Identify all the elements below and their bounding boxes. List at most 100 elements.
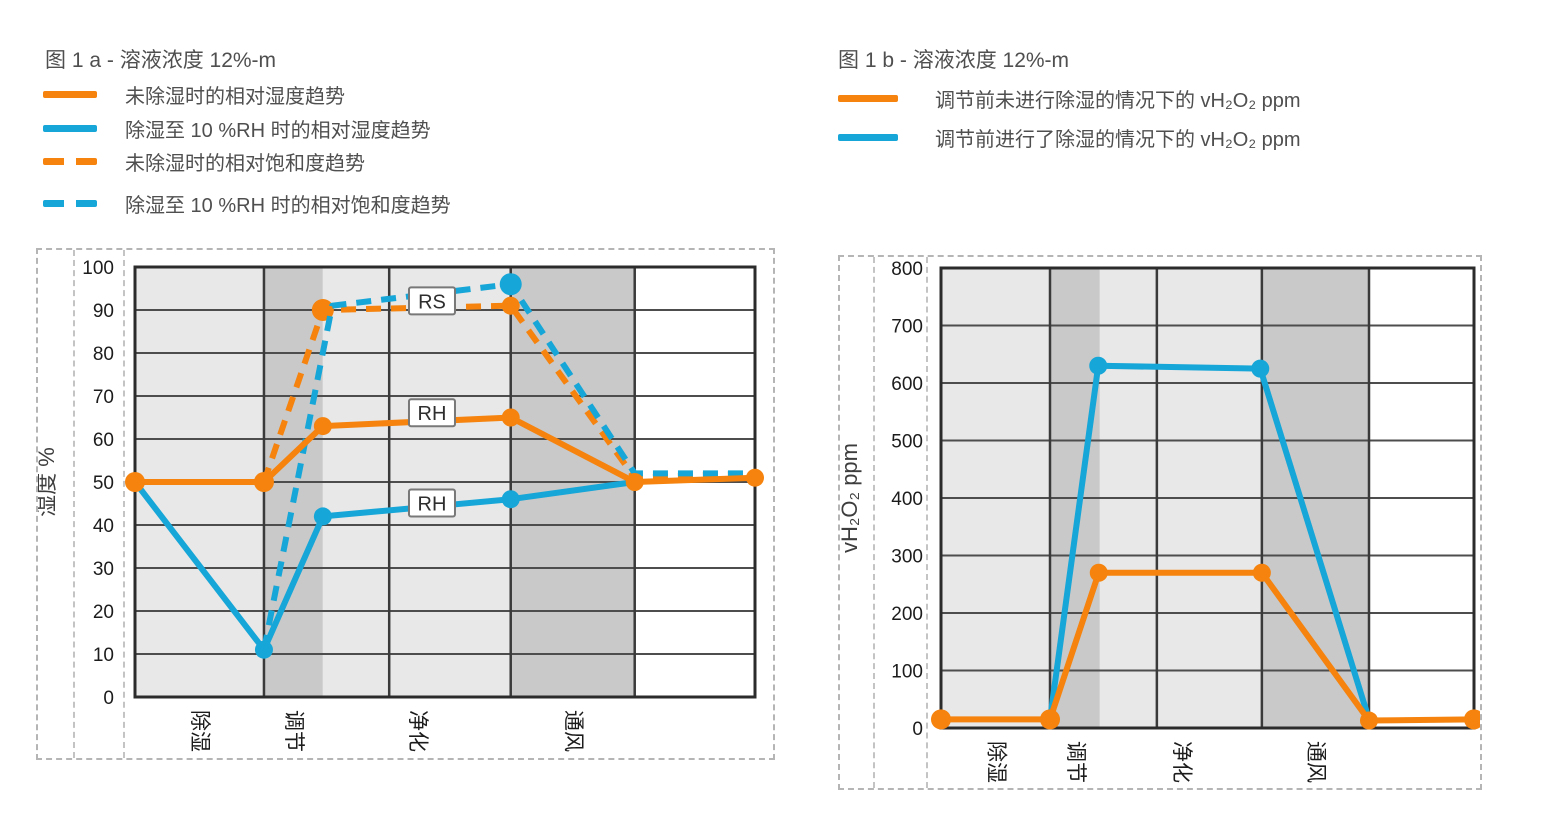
- x-phase-label: 净化: [1170, 741, 1193, 783]
- panel-a-column-separator-2: [123, 250, 125, 758]
- legend-key-solid-orange: [43, 90, 97, 98]
- data-point-marker: [311, 299, 334, 321]
- y-tick-label: 10: [93, 645, 114, 666]
- data-point-marker: [931, 709, 951, 730]
- chart-panel-b: 0 100 200 300 400 500 600 700 800 vH₂O₂ ppm 除湿 调节 净化…: [838, 255, 1482, 790]
- y-tick-label: 70: [93, 387, 114, 408]
- x-phase-labels: 除湿 调节 净化 通风: [984, 741, 1327, 783]
- y-tick-label: 100: [82, 258, 114, 279]
- data-point-marker: [253, 472, 274, 492]
- legend-key-solid-blue: [43, 124, 97, 132]
- panel-b-column-separator-1: [873, 257, 875, 788]
- series-blue-solid: [132, 479, 636, 659]
- x-phase-label: 调节: [282, 710, 305, 752]
- legend-key-solid-orange: [838, 94, 898, 102]
- legend-row-b1: 调节前未进行除湿的情况下的 vH₂O₂ ppm: [838, 83, 1301, 113]
- y-tick-label: 700: [891, 317, 923, 338]
- legend-key-dashed-orange: [43, 157, 97, 165]
- annotation-box: [407, 488, 456, 518]
- x-phase-label: 通风: [562, 710, 585, 752]
- panel-a-column-separator-1: [73, 250, 75, 758]
- data-point-marker: [1089, 563, 1108, 582]
- y-tick-label: 500: [891, 432, 923, 453]
- series-blue-solid: [1047, 356, 1372, 721]
- annotation-text: RH: [418, 494, 447, 516]
- annotation-rh: RH: [407, 488, 456, 518]
- legend-label: 未除湿时的相对湿度趋势: [125, 85, 345, 108]
- annotation-box: [407, 398, 456, 428]
- legend-label: 除湿至 10 %RH 时的相对湿度趋势: [125, 119, 431, 142]
- x-phase-label: 净化: [406, 710, 429, 752]
- y-tick-label: 20: [93, 602, 114, 623]
- data-point-marker: [1251, 359, 1270, 378]
- annotation-rs: RS: [407, 286, 456, 316]
- y-tick-label: 400: [891, 489, 923, 510]
- legend-key-solid-blue: [838, 133, 898, 141]
- humidity-chart: 0 10 20 30 40 50 60 70 80 90 100 湿度 % 除湿 调节 净化 通风 RS RH RH: [38, 258, 764, 752]
- annotation-text: RS: [418, 291, 446, 313]
- y-tick-label: 800: [891, 259, 923, 280]
- annotation-rh: RH: [407, 398, 456, 428]
- y-tick-label: 0: [103, 688, 114, 709]
- legend-key-dashed-blue: [43, 199, 97, 207]
- data-point-marker: [1089, 356, 1108, 375]
- x-phase-label: 除湿: [188, 710, 211, 752]
- data-point-marker: [1464, 709, 1480, 730]
- y-tick-label: 40: [93, 516, 114, 537]
- data-point-marker: [313, 507, 332, 526]
- vhp-chart: 0 100 200 300 400 500 600 700 800 vH₂O₂ ppm 除湿 调节 净化…: [840, 259, 1480, 783]
- y-tick-label: 90: [93, 301, 114, 322]
- data-point-marker: [499, 273, 522, 296]
- y-axis-label: vH₂O₂ ppm: [840, 443, 862, 553]
- series-blue-dashed: [261, 273, 755, 651]
- chart-b-title: 图 1 b - 溶液浓度 12%-m: [838, 49, 1070, 72]
- y-tick-label: 60: [93, 430, 114, 451]
- data-point-marker: [501, 408, 520, 427]
- x-phase-label: 通风: [1304, 741, 1327, 783]
- annotation-box: [407, 286, 456, 316]
- legend-row-a4: 除湿至 10 %RH 时的相对饱和度趋势: [43, 189, 451, 217]
- data-point-marker: [746, 468, 764, 487]
- y-tick-label: 80: [93, 344, 114, 365]
- y-tick-label: 50: [93, 473, 114, 494]
- chart-a-title: 图 1 a - 溶液浓度 12%-m: [45, 49, 277, 72]
- legend-label: 调节前进行了除湿的情况下的 vH₂O₂ ppm: [935, 128, 1301, 151]
- data-point-marker: [1039, 709, 1060, 730]
- y-tick-labels: 0 10 20 30 40 50 60 70 80 90 100: [82, 258, 114, 709]
- legend-label: 未除湿时的相对饱和度趋势: [125, 152, 365, 175]
- data-point-marker: [1252, 563, 1271, 582]
- legend-row-a2: 除湿至 10 %RH 时的相对湿度趋势: [43, 114, 431, 142]
- legend-row-b2: 调节前进行了除湿的情况下的 vH₂O₂ ppm: [838, 122, 1301, 152]
- x-phase-label: 调节: [1064, 741, 1087, 783]
- y-tick-label: 0: [912, 719, 923, 740]
- data-point-marker: [501, 296, 520, 315]
- x-phase-label: 除湿: [984, 741, 1007, 783]
- y-tick-label: 200: [891, 604, 923, 625]
- x-phase-labels: 除湿 调节 净化 通风: [188, 710, 585, 752]
- panel-b-column-separator-2: [926, 257, 928, 788]
- data-point-marker: [1359, 711, 1378, 730]
- data-point-marker: [125, 472, 145, 492]
- data-point-marker: [501, 490, 520, 509]
- data-point-marker: [313, 417, 332, 436]
- y-axis-label: 湿度 %: [38, 447, 59, 517]
- chart-panel-a: 0 10 20 30 40 50 60 70 80 90 100 湿度 % 除湿 调节 净化 通风 RS RH RH: [36, 248, 775, 760]
- legend-label: 调节前未进行除湿的情况下的 vH₂O₂ ppm: [935, 89, 1301, 112]
- y-tick-label: 30: [93, 559, 114, 580]
- legend-row-a3: 未除湿时的相对饱和度趋势: [43, 147, 365, 175]
- data-point-marker: [254, 640, 273, 659]
- y-tick-label: 300: [891, 547, 923, 568]
- plot-border: [939, 266, 1476, 730]
- series-line: [1047, 362, 1372, 721]
- y-tick-label: 100: [891, 662, 923, 683]
- series-orange-dashed: [261, 296, 756, 483]
- data-point-marker: [625, 473, 644, 491]
- y-tick-label: 600: [891, 374, 923, 395]
- annotation-text: RH: [418, 403, 447, 425]
- legend-row-a1: 未除湿时的相对湿度趋势: [43, 80, 345, 108]
- series-line: [941, 569, 1475, 724]
- series-orange-solid: [931, 563, 1480, 730]
- legend-label: 除湿至 10 %RH 时的相对饱和度趋势: [125, 194, 451, 217]
- y-tick-labels: 0 100 200 300 400 500 600 700 800: [891, 259, 923, 740]
